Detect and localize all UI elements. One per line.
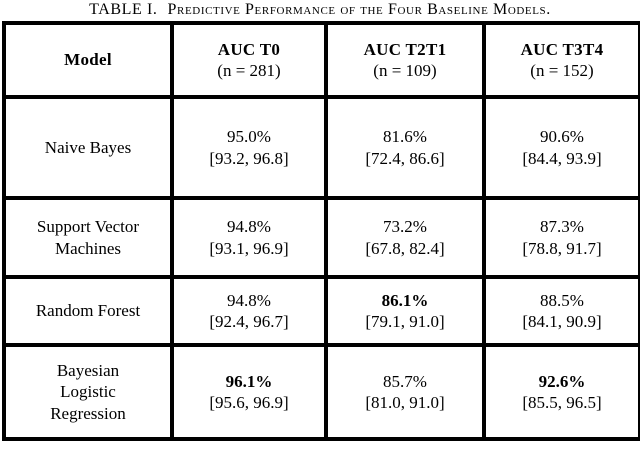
- value-cell: 86.1% [79.1, 91.0]: [324, 275, 486, 347]
- confidence-interval: [81.0, 91.0]: [365, 393, 445, 412]
- confidence-interval: [67.8, 82.4]: [365, 238, 445, 258]
- value-cell: 73.2% [67.8, 82.4]: [324, 196, 486, 279]
- confidence-interval: [85.5, 96.5]: [522, 393, 602, 412]
- table-row-naive-bayes: Naive Bayes 95.0% [93.2, 96.8] 81.6% [72…: [2, 95, 640, 200]
- header-label-model: Model: [64, 50, 112, 70]
- header-cell-model: Model: [2, 21, 174, 99]
- header-label-auc-t0: AUC T0: [217, 39, 281, 59]
- confidence-interval: [92.4, 96.7]: [209, 312, 289, 331]
- value-cell: 94.8% [92.4, 96.7]: [170, 275, 328, 347]
- model-cell: Bayesian Logistic Regression: [2, 343, 174, 441]
- value-cell: 81.6% [72.4, 86.6]: [324, 95, 486, 200]
- value-cell: 90.6% [84.4, 93.9]: [482, 95, 640, 200]
- value-cell: 96.1% [95.6, 96.9]: [170, 343, 328, 441]
- header-sublabel-auc-t2t1: (n = 109): [373, 61, 437, 80]
- header-label-auc-t3t4: AUC T3T4: [520, 39, 604, 59]
- value-cell: 85.7% [81.0, 91.0]: [324, 343, 486, 441]
- auc-value: 81.6%: [383, 127, 427, 147]
- auc-value: 96.1%: [225, 371, 273, 391]
- value-cell: 88.5% [84.1, 90.9]: [482, 275, 640, 347]
- value-cell: 94.8% [93.1, 96.9]: [170, 196, 328, 279]
- confidence-interval: [84.4, 93.9]: [522, 148, 602, 168]
- table-caption: TABLE I. Predictive Performance of the Fo…: [0, 0, 640, 20]
- baseline-models-table: Model AUC T0 (n = 281) AUC T2T1 (n = 109…: [2, 21, 640, 441]
- table-row-support-vector-machines: Support Vector Machines 94.8% [93.1, 96.…: [2, 196, 640, 279]
- header-label-auc-t2t1: AUC T2T1: [363, 39, 447, 59]
- auc-value: 90.6%: [540, 127, 584, 147]
- confidence-interval: [72.4, 86.6]: [365, 148, 445, 168]
- confidence-interval: [93.1, 96.9]: [209, 238, 289, 258]
- table-caption-number: TABLE I.: [89, 1, 158, 18]
- table-row-random-forest: Random Forest 94.8% [92.4, 96.7] 86.1% […: [2, 275, 640, 347]
- table-row-bayesian-logistic-regression: Bayesian Logistic Regression 96.1% [95.6…: [2, 343, 640, 441]
- value-cell: 95.0% [93.2, 96.8]: [170, 95, 328, 200]
- model-cell: Support Vector Machines: [2, 196, 174, 279]
- confidence-interval: [95.6, 96.9]: [209, 393, 289, 412]
- confidence-interval: [78.8, 91.7]: [522, 238, 602, 258]
- auc-value: 85.7%: [383, 371, 427, 391]
- auc-value: 88.5%: [540, 290, 584, 310]
- confidence-interval: [93.2, 96.8]: [209, 148, 289, 168]
- header-cell-auc-t3t4: AUC T3T4 (n = 152): [482, 21, 640, 99]
- auc-value: 94.8%: [227, 217, 271, 237]
- confidence-interval: [79.1, 91.0]: [365, 312, 445, 331]
- auc-value: 92.6%: [538, 371, 586, 391]
- auc-value: 73.2%: [383, 217, 427, 237]
- auc-value: 94.8%: [227, 290, 271, 310]
- header-row: Model AUC T0 (n = 281) AUC T2T1 (n = 109…: [2, 21, 640, 99]
- header-sublabel-auc-t3t4: (n = 152): [530, 61, 594, 80]
- table-caption-text: Predictive Performance of the Four Basel…: [167, 1, 551, 18]
- value-cell: 87.3% [78.8, 91.7]: [482, 196, 640, 279]
- confidence-interval: [84.1, 90.9]: [522, 312, 602, 331]
- header-cell-auc-t2t1: AUC T2T1 (n = 109): [324, 21, 486, 99]
- auc-value: 87.3%: [540, 217, 584, 237]
- model-cell: Random Forest: [2, 275, 174, 347]
- auc-value: 95.0%: [227, 127, 271, 147]
- auc-value: 86.1%: [381, 290, 429, 310]
- value-cell: 92.6% [85.5, 96.5]: [482, 343, 640, 441]
- header-sublabel-auc-t0: (n = 281): [217, 61, 281, 80]
- header-cell-auc-t0: AUC T0 (n = 281): [170, 21, 328, 99]
- model-cell: Naive Bayes: [2, 95, 174, 200]
